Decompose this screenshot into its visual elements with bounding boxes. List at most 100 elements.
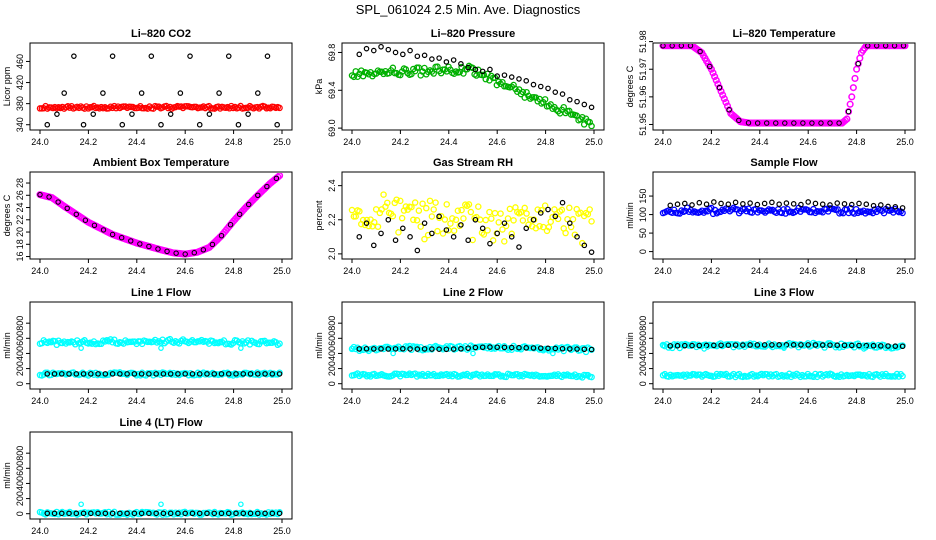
- data-point: [109, 510, 116, 517]
- y-tick-label: 24: [15, 203, 25, 213]
- data-point: [450, 227, 458, 234]
- data-point: [421, 64, 428, 72]
- x-tick-label: 24.6: [488, 396, 506, 406]
- x-tick-label: 24.4: [128, 266, 146, 276]
- data-point: [233, 371, 239, 377]
- data-point: [472, 216, 479, 223]
- data-point: [848, 93, 856, 101]
- data-point: [899, 343, 906, 350]
- x-tick-label: 25.0: [273, 526, 291, 536]
- x-tick-label: 24.0: [343, 137, 361, 147]
- data-point: [560, 103, 567, 111]
- data-point: [487, 240, 493, 247]
- data-point: [559, 91, 566, 97]
- plot-frame: [341, 301, 605, 390]
- data-point: [848, 201, 855, 208]
- y-tick-label: 51.96: [638, 86, 648, 109]
- data-point: [865, 44, 871, 49]
- data-point: [725, 106, 733, 114]
- x-tick-label: 25.0: [273, 137, 291, 147]
- x-tick-label: 24.2: [80, 396, 98, 406]
- y-tick-label: 0: [638, 249, 648, 254]
- chart-line4-flow: Line 4 (LT) Flow ml/min 24.0 24.2 24.4 24.6 24…: [2, 417, 293, 536]
- data-point: [417, 223, 424, 230]
- plot-frame: [29, 42, 293, 131]
- data-point: [233, 510, 239, 517]
- data-point: [61, 90, 67, 96]
- series-box-temp-average: [36, 173, 284, 258]
- data-point: [118, 235, 125, 241]
- data-point: [124, 510, 130, 517]
- data-point: [385, 46, 392, 53]
- data-point: [552, 89, 559, 95]
- data-point: [254, 371, 261, 377]
- data-point: [348, 206, 356, 214]
- data-point: [870, 202, 877, 209]
- data-point: [482, 216, 489, 224]
- data-point: [754, 342, 761, 348]
- data-point: [441, 216, 449, 223]
- data-point: [537, 345, 544, 351]
- data-point: [90, 111, 97, 117]
- data-point: [407, 47, 413, 54]
- data-point: [378, 44, 384, 50]
- figure-title: SPL_061024 2.5 Min. Ave. Diagnostics: [355, 2, 581, 17]
- data-point: [88, 371, 94, 377]
- x-tick-label: 24.8: [225, 396, 243, 406]
- x-tick-label: 24.6: [176, 137, 194, 147]
- data-point: [841, 201, 848, 207]
- data-point: [262, 371, 268, 377]
- data-point: [773, 120, 779, 126]
- data-point: [439, 230, 447, 237]
- data-point: [436, 213, 442, 220]
- y-tick-label: 800: [15, 446, 25, 461]
- data-point: [566, 346, 573, 352]
- data-point: [534, 206, 541, 213]
- data-point: [109, 53, 116, 59]
- x-tick-label: 24.8: [537, 137, 555, 147]
- data-point: [559, 199, 566, 206]
- data-point: [491, 209, 499, 217]
- data-point: [716, 84, 723, 91]
- data-point: [841, 342, 848, 349]
- data-point: [841, 116, 849, 124]
- data-point: [160, 510, 167, 517]
- data-point: [678, 44, 685, 49]
- data-point: [827, 120, 833, 126]
- data-point: [196, 121, 203, 128]
- data-point: [891, 44, 898, 49]
- data-point: [458, 222, 464, 228]
- y-tick-label: 2.0: [327, 248, 337, 261]
- data-point: [235, 121, 242, 128]
- data-point: [667, 202, 674, 209]
- data-point: [456, 222, 463, 230]
- data-point: [790, 342, 797, 348]
- data-point: [413, 217, 421, 224]
- x-tick-label: 24.2: [703, 266, 721, 276]
- chart-title: Line 4 (LT) Flow: [120, 417, 203, 429]
- data-point: [276, 369, 283, 376]
- data-point: [487, 344, 493, 350]
- series-line4-flow-average: [36, 508, 283, 518]
- data-point: [206, 111, 213, 117]
- x-tick-label: 24.4: [751, 266, 769, 276]
- data-point: [530, 81, 537, 88]
- data-point: [209, 241, 216, 248]
- data-point: [182, 251, 188, 257]
- data-point: [545, 345, 551, 352]
- data-point: [501, 344, 508, 351]
- data-point: [117, 510, 123, 517]
- data-point: [225, 371, 232, 377]
- series-rh-samples: [356, 199, 595, 255]
- series-line1-flow-average: [36, 335, 283, 349]
- data-point: [363, 345, 370, 352]
- x-tick-label: 24.6: [799, 396, 817, 406]
- data-point: [545, 206, 551, 213]
- data-point: [436, 346, 442, 353]
- data-point: [874, 44, 880, 49]
- data-point: [274, 121, 280, 128]
- data-point: [470, 350, 476, 357]
- data-point: [175, 371, 181, 377]
- data-point: [196, 371, 203, 377]
- y-tick-label: 22: [15, 215, 25, 225]
